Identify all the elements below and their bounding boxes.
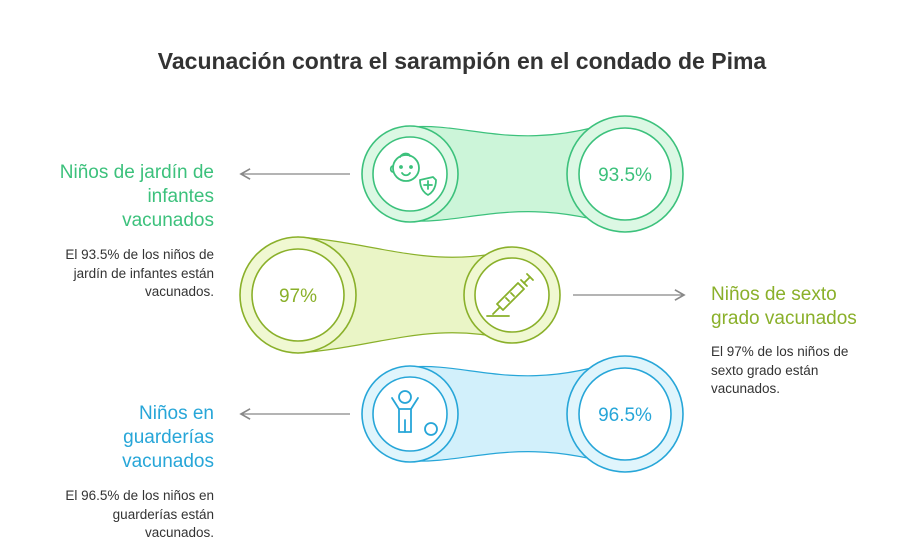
sixth-grade-description: El 97% de los niños de sexto grado están… xyxy=(711,343,848,399)
kindergarten-heading-line: infantes xyxy=(147,186,214,207)
kindergarten-description-line: vacunados. xyxy=(144,284,214,299)
syringe-icon xyxy=(486,273,534,317)
child-with-ball-icon xyxy=(391,390,438,436)
daycare-description-line: El 96.5% de los niños en xyxy=(65,488,214,503)
baby-with-shield-icon xyxy=(389,152,437,196)
kindergarten-heading: Niños de jardín de infantes vacunados xyxy=(60,161,214,233)
daycare-description-line: guarderías están xyxy=(112,506,214,522)
sixth-grade-connector xyxy=(239,236,561,354)
sixth-grade-heading-line: Niños de sexto xyxy=(711,284,837,305)
daycare-heading-line: Niños en xyxy=(139,403,214,424)
daycare-icon-circle-inner xyxy=(372,376,448,452)
kindergarten-description-line: jardín de infantes están xyxy=(73,265,214,281)
page-title: Vacunación contra el sarampión en el con… xyxy=(157,48,767,74)
sixth-grade-description-line: El 97% de los niños de xyxy=(711,344,849,359)
daycare-heading: Niños en guarderías vacunados xyxy=(122,402,214,474)
sixth-grade-description-line: sexto grado están xyxy=(711,362,819,378)
daycare-heading-line: vacunados xyxy=(122,451,214,472)
daycare-value-circle-inner xyxy=(578,367,672,461)
kindergarten-connector xyxy=(361,115,684,233)
sixth-grade-heading-line: grado vacunados xyxy=(711,308,857,329)
kindergarten-description: El 93.5% de los niños de jardín de infan… xyxy=(65,246,214,302)
sixth-grade-description-line: vacunados. xyxy=(711,381,781,396)
sixth-grade-value-circle-inner xyxy=(251,248,345,342)
sixth-grade-value: 97% xyxy=(279,286,317,307)
daycare-description-line: vacunados. xyxy=(144,525,214,540)
kindergarten-value-circle-inner xyxy=(578,127,672,221)
daycare-value: 96.5% xyxy=(598,405,652,426)
daycare-heading-line: guarderías xyxy=(123,427,214,448)
daycare-connector xyxy=(361,355,684,473)
sixth-grade-heading: Niños de sexto grado vacunados xyxy=(711,283,857,331)
kindergarten-heading-line: vacunados xyxy=(122,210,214,231)
kindergarten-heading-line: Niños de jardín de xyxy=(59,162,214,183)
daycare-description: El 96.5% de los niños en guarderías está… xyxy=(65,487,214,543)
kindergarten-value: 93.5% xyxy=(598,165,652,186)
kindergarten-description-line: El 93.5% de los niños de xyxy=(65,247,214,262)
